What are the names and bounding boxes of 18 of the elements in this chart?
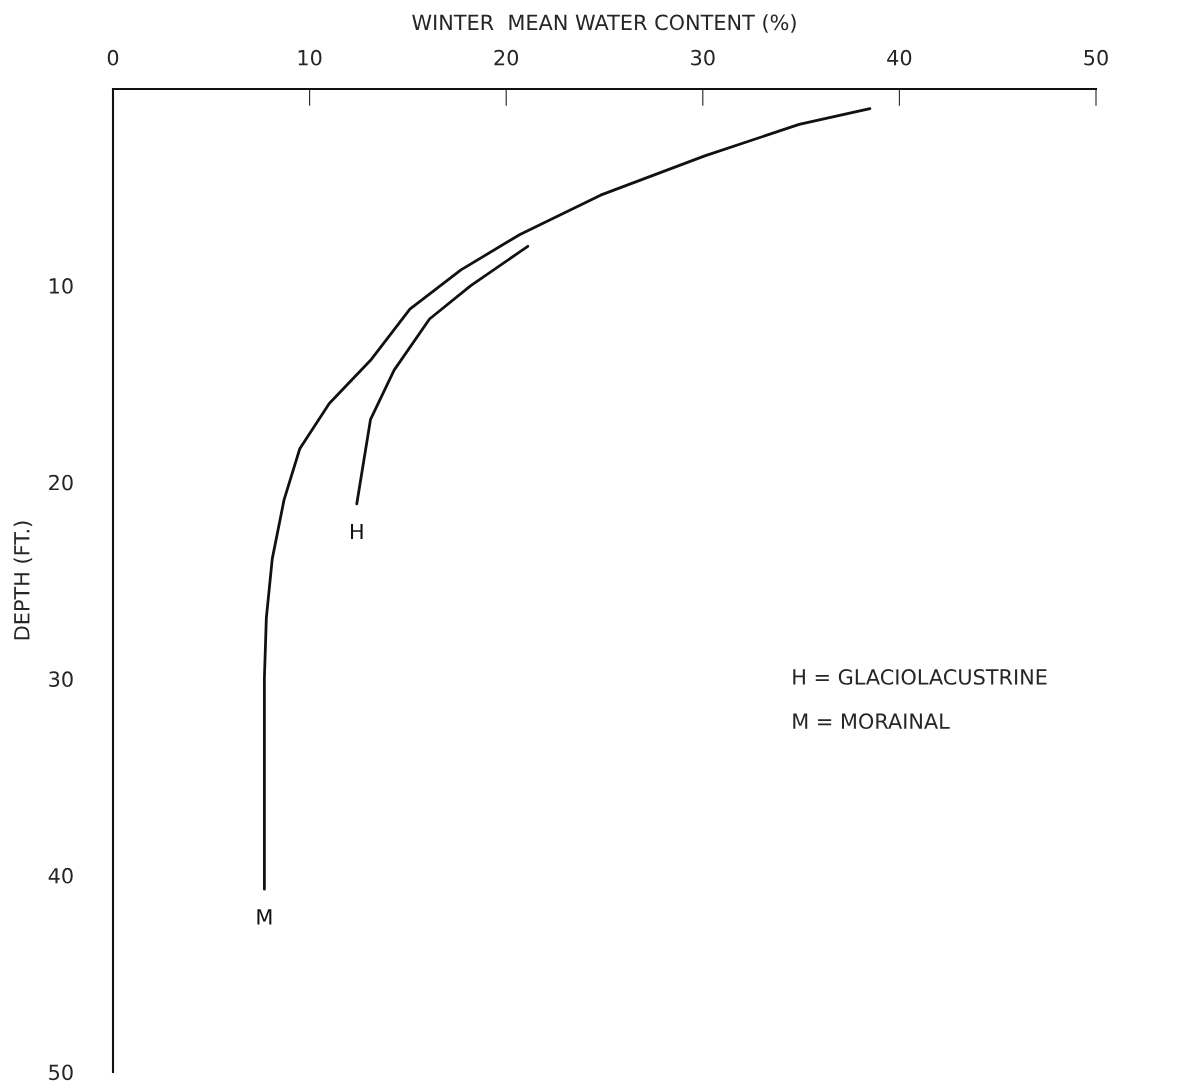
x-tick-label: 20	[494, 49, 519, 66]
x-tick-label: 40	[887, 49, 912, 66]
x-tick-label: 10	[298, 49, 322, 66]
y-tick-label: 40	[48, 867, 73, 884]
y-tick-label: 10	[49, 278, 73, 294]
series-label: M	[257, 909, 272, 925]
x-axis-title: WINTER MEAN WATER CONTENT (%)	[412, 14, 796, 33]
y-tick-label: 50	[49, 1064, 73, 1081]
y-tick-label: 20	[49, 474, 73, 491]
y-tick-label: 30	[49, 671, 73, 688]
x-tick-label: 50	[1084, 49, 1108, 66]
x-tick-label: 30	[691, 49, 715, 66]
x-tick-label: 0	[107, 49, 119, 66]
y-axis-title: DEPTH (FT.)	[13, 521, 33, 640]
annotation: H = GLACIOLACUSTRINE	[793, 669, 1047, 685]
line-series	[355, 244, 530, 506]
series-label: H	[350, 523, 363, 540]
annotation: M = MORAINAL	[793, 713, 950, 730]
